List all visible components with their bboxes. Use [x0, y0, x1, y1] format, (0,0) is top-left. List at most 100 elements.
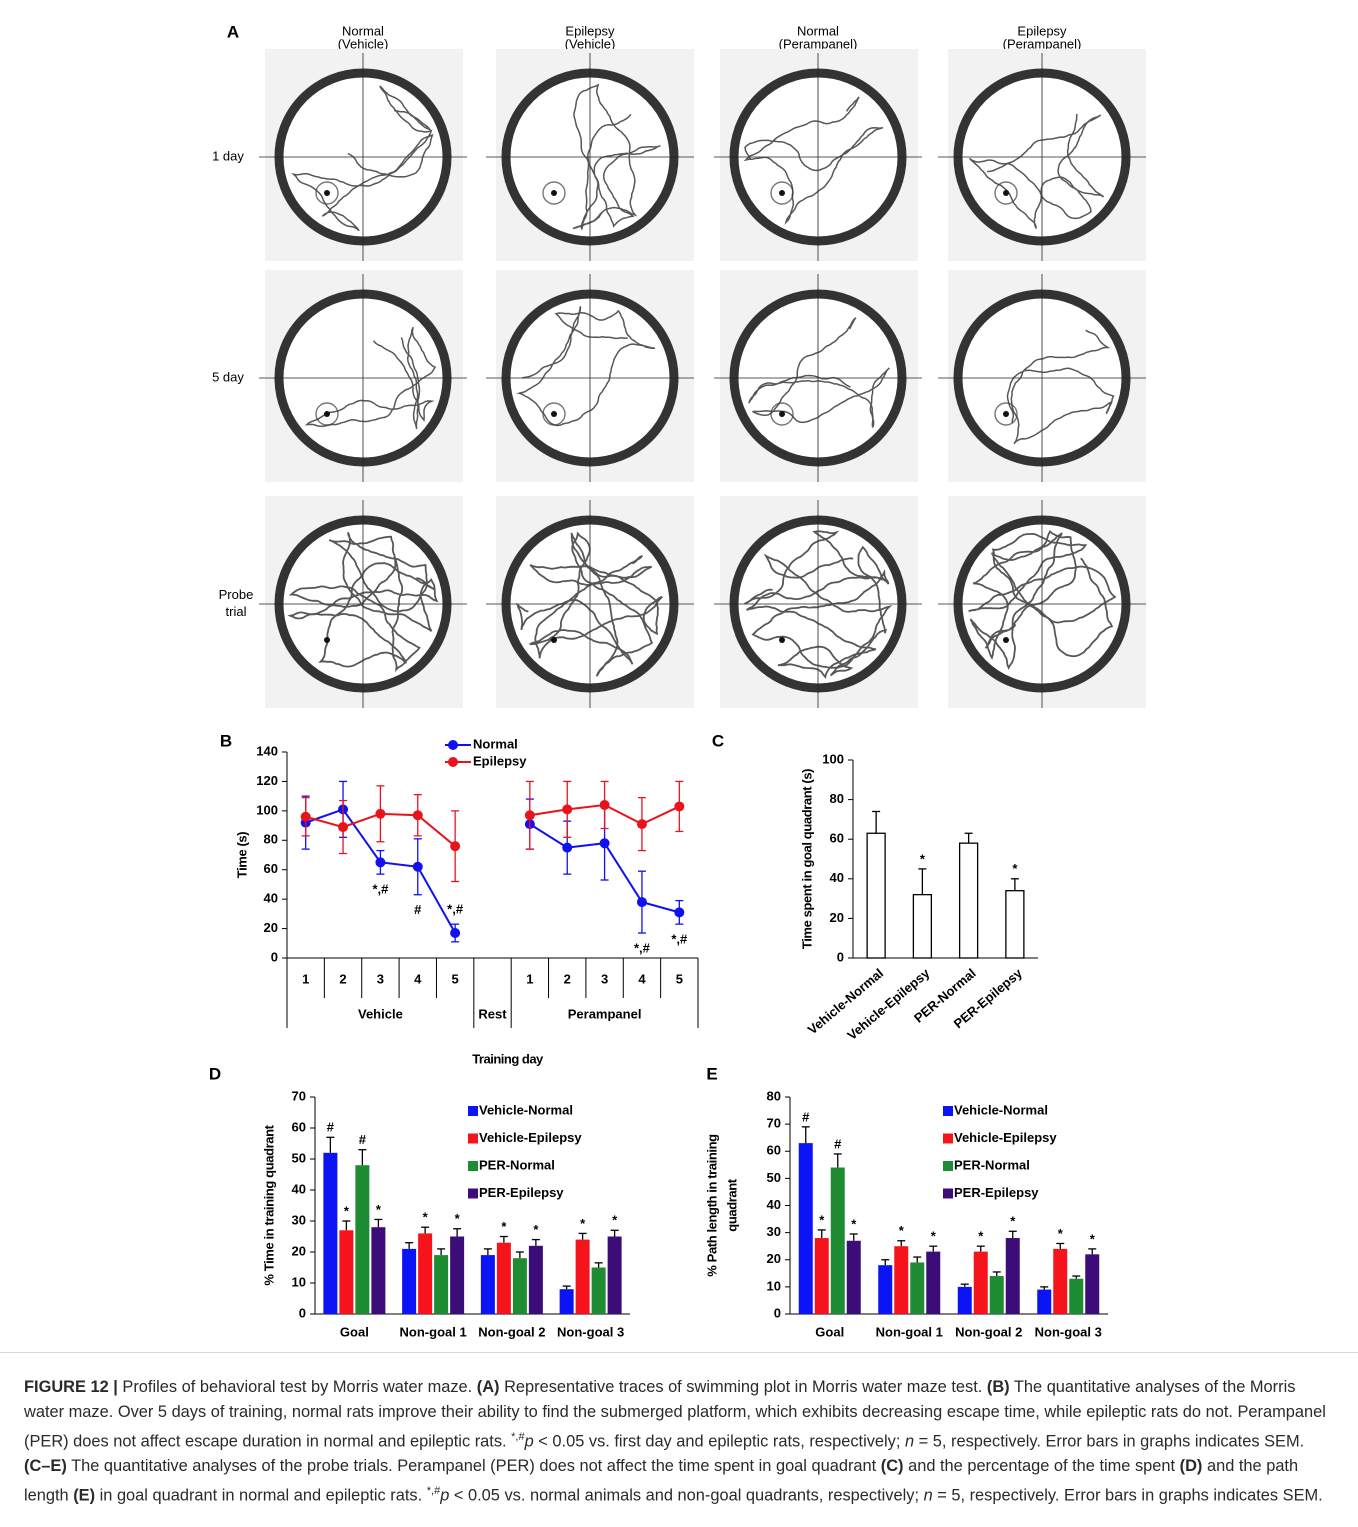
bar	[815, 1238, 829, 1314]
caption-text: in goal quadrant in normal and epileptic…	[95, 1487, 427, 1505]
y-tick-label: 40	[830, 870, 844, 885]
trace-end	[324, 190, 330, 196]
bar	[1085, 1254, 1099, 1314]
marker	[637, 819, 647, 829]
x-tick-label: Non-goal 3	[1035, 1324, 1102, 1339]
bar	[418, 1233, 432, 1314]
marker	[375, 809, 385, 819]
bar	[799, 1143, 813, 1314]
maze-plot	[259, 49, 467, 261]
marker	[637, 897, 647, 907]
legend-label: PER-Epilepsy	[479, 1185, 564, 1200]
y-tick-label: 60	[292, 1119, 306, 1134]
marker	[600, 838, 610, 848]
y-tick-label: 0	[774, 1305, 781, 1320]
row-label: 5 day	[212, 369, 244, 384]
caption-text: The quantitative analyses of the probe t…	[67, 1457, 881, 1475]
x-tick-label: Non-goal 2	[955, 1324, 1022, 1339]
y-axis-title: quadrant	[724, 1178, 739, 1231]
maze-plot	[938, 49, 1146, 261]
y-tick-label: 50	[292, 1150, 306, 1165]
caption-sup: *,#	[427, 1485, 440, 1497]
y-tick-label: 60	[767, 1143, 781, 1158]
annotation: *	[533, 1222, 539, 1237]
annotation: *,#	[447, 902, 464, 917]
x-tick-label: 5	[676, 971, 683, 986]
caption-ref: (A)	[477, 1378, 500, 1396]
y-tick-label: 10	[767, 1278, 781, 1293]
annotation: *	[978, 1229, 984, 1244]
caption-text: Profiles of behavioral test by Morris wa…	[118, 1378, 477, 1396]
y-tick-label: 40	[767, 1197, 781, 1212]
caption-text: = 5, respectively. Error bars in graphs …	[914, 1432, 1304, 1450]
caption-sup: *,#	[511, 1431, 524, 1443]
panel-label: B	[220, 731, 232, 750]
bar	[894, 1246, 908, 1314]
y-tick-label: 30	[292, 1212, 306, 1227]
bar	[847, 1241, 861, 1314]
marker	[338, 822, 348, 832]
legend-label: Vehicle-Epilepsy	[479, 1130, 582, 1145]
y-axis-title: Time (s)	[234, 832, 249, 878]
y-axis-title: Time spent in goal quadrant (s)	[799, 769, 814, 949]
bar	[481, 1255, 495, 1314]
bar	[910, 1262, 924, 1314]
marker	[450, 928, 460, 938]
x-tick-label: Vehicle-Epilepsy	[844, 965, 933, 1043]
y-tick-label: 70	[767, 1116, 781, 1131]
annotation: *	[376, 1202, 382, 1217]
caption-ref: (E)	[73, 1487, 95, 1505]
annotation: *	[344, 1203, 350, 1218]
x-tick-label: 1	[526, 971, 533, 986]
maze-plot	[938, 496, 1146, 708]
caption-text: < 0.05 vs. normal animals and non-goal q…	[449, 1487, 923, 1505]
y-tick-label: 50	[767, 1170, 781, 1185]
caption-italic: n	[924, 1487, 933, 1505]
trace-end	[1003, 411, 1009, 417]
bar	[974, 1252, 988, 1314]
maze-plot	[486, 49, 694, 261]
bar	[878, 1265, 892, 1314]
annotation: *	[580, 1216, 586, 1231]
annotation: #	[414, 902, 422, 917]
y-tick-label: 20	[292, 1243, 306, 1258]
annotation: *	[819, 1212, 825, 1227]
trace-end	[1003, 190, 1009, 196]
maze-plot	[486, 270, 694, 482]
y-tick-label: 80	[264, 832, 278, 847]
trace-end	[551, 190, 557, 196]
y-tick-label: 0	[299, 1305, 306, 1320]
legend-marker	[448, 757, 458, 767]
series-line	[306, 805, 680, 846]
panel-label: E	[706, 1064, 717, 1083]
x-tick-label: 4	[638, 971, 646, 986]
maze-plot	[259, 270, 467, 482]
group-label: Vehicle	[358, 1006, 403, 1021]
y-tick-label: 0	[271, 949, 278, 964]
y-tick-label: 60	[264, 861, 278, 876]
series-line	[306, 809, 680, 933]
caption-italic: n	[905, 1432, 914, 1450]
annotation: *	[1010, 1214, 1016, 1229]
marker	[413, 862, 423, 872]
y-tick-label: 100	[822, 751, 844, 766]
bar	[1037, 1290, 1051, 1314]
caption-text: Representative traces of swimming plot i…	[500, 1378, 987, 1396]
legend-label: Vehicle-Epilepsy	[954, 1130, 1057, 1145]
trace-end	[779, 190, 785, 196]
bar	[434, 1255, 448, 1314]
legend-label: Epilepsy	[473, 753, 527, 768]
x-axis-title: Training day	[472, 1051, 544, 1066]
annotation: #	[834, 1136, 842, 1151]
maze-plot	[486, 496, 694, 708]
annotation: *	[1090, 1231, 1096, 1246]
bar	[608, 1237, 622, 1315]
y-tick-label: 20	[264, 920, 278, 935]
y-tick-label: 70	[292, 1088, 306, 1103]
caption-text: = 5, respectively. Error bars in graphs …	[933, 1487, 1323, 1505]
x-tick-label: 4	[414, 971, 422, 986]
bar	[867, 833, 885, 958]
x-tick-label: Non-goal 3	[557, 1324, 624, 1339]
panel-label: D	[209, 1064, 221, 1083]
